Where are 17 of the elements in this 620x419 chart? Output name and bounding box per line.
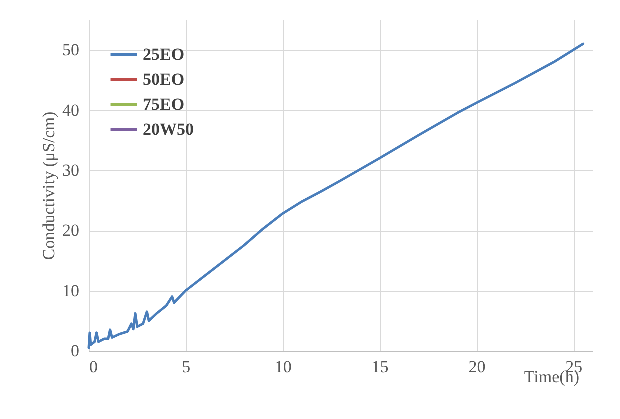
x-tick-label: 5 [182, 358, 191, 376]
y-tick-label: 0 [71, 342, 80, 360]
y-tick-label: 10 [62, 281, 80, 300]
legend-label: 25EO [143, 45, 185, 64]
y-axis-title: Conductivity (μS/cm) [40, 112, 58, 260]
y-tick-label: 40 [62, 100, 80, 120]
line-series [88, 42, 585, 350]
x-tick-label: 20 [468, 358, 486, 376]
x-tick-label: 0 [90, 358, 98, 376]
legend-label: 20W50 [143, 120, 194, 139]
legend-label: 50EO [143, 70, 185, 89]
y-tick-label: 50 [62, 40, 80, 60]
x-tick-label: 15 [372, 358, 389, 376]
legend-label: 75EO [143, 95, 185, 114]
x-tick-label: 10 [274, 358, 292, 376]
y-tick-label: 30 [62, 160, 80, 180]
y-tick-label: 20 [62, 221, 80, 240]
